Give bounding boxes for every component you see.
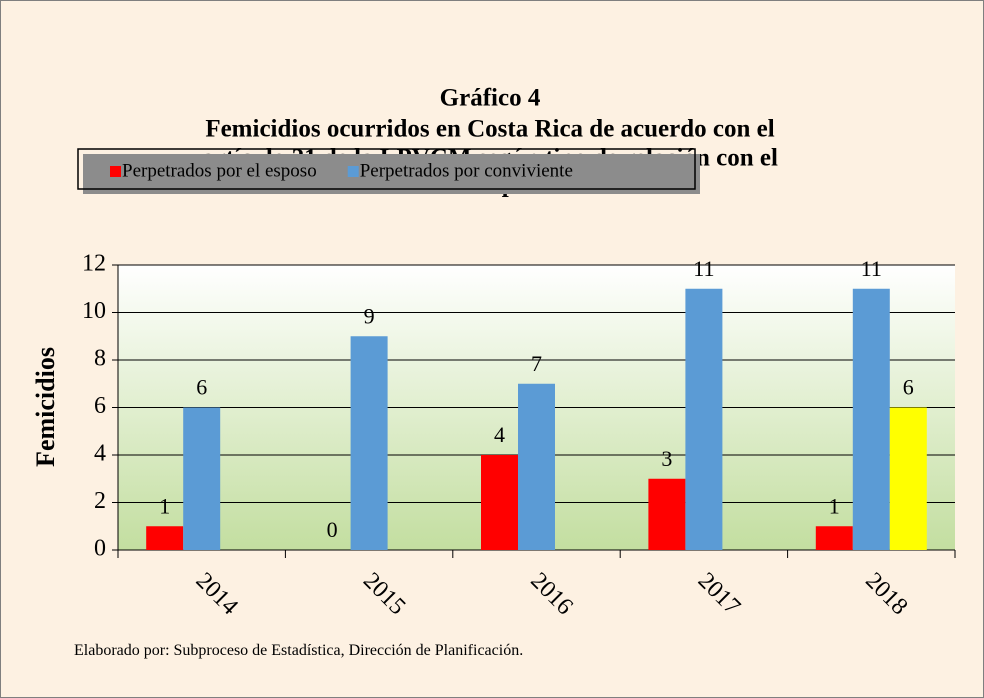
chart-title: Gráfico 4 <box>440 85 541 112</box>
y-axis-label: Femicidios <box>31 347 60 467</box>
value-label: 3 <box>661 446 672 471</box>
y-tick-label: 2 <box>94 488 106 514</box>
bar <box>648 478 686 550</box>
value-label: 1 <box>159 493 170 518</box>
legend-shadow <box>83 154 700 194</box>
value-label: 1 <box>829 493 840 518</box>
bar <box>481 455 518 550</box>
y-tick-label: 6 <box>94 393 106 419</box>
y-tick-label: 10 <box>82 298 106 324</box>
legend <box>77 148 696 190</box>
value-label: 9 <box>364 303 375 328</box>
legend-label: Perpetrados por el esposo <box>122 160 317 181</box>
value-label: 6 <box>903 375 914 400</box>
bar <box>183 407 221 550</box>
bar <box>350 336 388 550</box>
bar <box>518 383 555 550</box>
value-label: 4 <box>494 422 505 447</box>
value-label: 11 <box>861 256 882 281</box>
y-tick-label: 8 <box>94 346 106 372</box>
footnote: Elaborado por: Subproceso de Estadística… <box>74 642 523 659</box>
bar <box>685 288 723 550</box>
value-label: 0 <box>327 517 338 542</box>
legend-swatch <box>110 166 121 177</box>
value-label: 6 <box>196 375 207 400</box>
y-tick-label: 4 <box>94 441 106 467</box>
bar <box>815 526 853 550</box>
bar <box>146 526 184 550</box>
bar <box>889 407 927 550</box>
legend-swatch <box>347 166 359 177</box>
bar <box>852 288 890 550</box>
y-tick-label: 0 <box>94 536 106 562</box>
value-label: 7 <box>531 351 542 376</box>
legend-label: Perpetrados por conviviente <box>360 160 573 181</box>
value-label: 11 <box>693 256 714 281</box>
y-tick-label: 12 <box>82 251 106 277</box>
chart-title: Femicidios ocurridos en Costa Rica de ac… <box>205 116 774 143</box>
